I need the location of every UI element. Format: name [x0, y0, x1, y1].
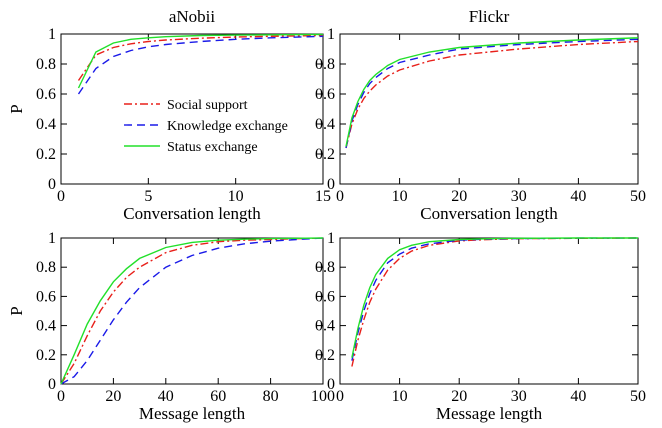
- plot-frame: [60, 33, 324, 185]
- x-tick-label: 10: [228, 188, 244, 205]
- series-line-status-exchange: [345, 37, 639, 147]
- x-tick-label: 0: [57, 188, 65, 205]
- y-tick-label: 0.8: [315, 56, 335, 73]
- y-tick-label: 0.6: [36, 86, 56, 103]
- x-tick-label: 40: [158, 388, 174, 405]
- x-axis-label: Message length: [139, 404, 246, 423]
- x-axis-label: Conversation length: [420, 204, 558, 223]
- y-tick-label: 1: [327, 230, 335, 247]
- legend-label-social-support: Social support: [167, 98, 248, 113]
- series-line-knowledge-exchange: [60, 237, 324, 385]
- y-tick-label: 0: [327, 176, 335, 193]
- x-axis-label: Message length: [436, 404, 543, 423]
- y-tick-label: 0.8: [36, 259, 56, 276]
- series-line-knowledge-exchange: [351, 237, 639, 361]
- x-tick-label: 0: [57, 388, 65, 405]
- series-line-status-exchange: [77, 33, 324, 89]
- y-tick-label: 0.4: [36, 318, 56, 335]
- y-axis-label: P: [7, 104, 26, 113]
- y-tick-label: 0.4: [315, 116, 335, 133]
- series-line-social-support: [60, 237, 324, 385]
- series-line-knowledge-exchange: [77, 35, 324, 95]
- x-tick-label: 15: [315, 188, 331, 205]
- y-tick-label: 0: [327, 376, 335, 393]
- series-line-social-support: [351, 237, 639, 367]
- y-tick-label: 0.6: [315, 86, 335, 103]
- y-axis-label: P: [7, 306, 26, 315]
- y-tick-label: 0.6: [315, 288, 335, 305]
- x-tick-label: 30: [511, 188, 527, 205]
- y-tick-label: 0: [48, 176, 56, 193]
- y-tick-label: 0.2: [36, 146, 56, 163]
- plot-frame: [60, 237, 324, 385]
- plot-frame: [339, 33, 639, 185]
- x-tick-label: 40: [570, 188, 586, 205]
- series-line-status-exchange: [60, 237, 324, 385]
- y-tick-label: 1: [327, 26, 335, 43]
- x-tick-label: 30: [511, 388, 527, 405]
- chart-title: aNobii: [169, 7, 216, 26]
- y-tick-label: 0.8: [315, 259, 335, 276]
- chart-panel-4: 0 10 20 30 40 50 0 0.2 0.4 0.6 0.8 1 Message length: [315, 230, 646, 423]
- x-tick-label: 60: [210, 388, 226, 405]
- series-line-social-support: [345, 40, 639, 149]
- legend-label-knowledge-exchange: Knowledge exchange: [167, 119, 288, 134]
- y-tick-label: 1: [48, 230, 56, 247]
- x-tick-label: 20: [451, 388, 467, 405]
- chart-panel-1: 0 5 10 15 0 0.2 0.4 0.6 0.8 1 aNobii Conversation l…: [7, 7, 331, 223]
- y-tick-label: 0.8: [36, 56, 56, 73]
- x-tick-label: 80: [263, 388, 279, 405]
- y-tick-label: 0.2: [315, 347, 335, 364]
- chart-panel-2: 0 10 20 30 40 50 0 0.2 0.4 0.6 0.8 1 Flickr Conversat…: [315, 7, 646, 223]
- y-tick-label: 0.2: [36, 347, 56, 364]
- x-tick-label: 50: [630, 188, 646, 205]
- y-tick-label: 0.2: [315, 146, 335, 163]
- x-tick-label: 20: [451, 188, 467, 205]
- legend-label-status-exchange: Status exchange: [167, 140, 258, 155]
- legend: Social support Knowledge exchange Status e…: [124, 98, 288, 155]
- series-line-knowledge-exchange: [345, 38, 639, 149]
- x-tick-label: 5: [144, 188, 152, 205]
- x-tick-label: 0: [336, 388, 344, 405]
- x-tick-label: 10: [392, 388, 408, 405]
- x-tick-label: 100: [311, 388, 335, 405]
- x-tick-label: 0: [336, 188, 344, 205]
- y-tick-label: 0.4: [36, 116, 56, 133]
- y-tick-label: 0.4: [315, 318, 335, 335]
- x-axis-label: Conversation length: [123, 204, 261, 223]
- x-tick-label: 10: [392, 188, 408, 205]
- y-tick-label: 0.6: [36, 288, 56, 305]
- plot-frame: [339, 237, 639, 385]
- y-tick-label: 0: [48, 376, 56, 393]
- x-tick-label: 50: [630, 388, 646, 405]
- x-tick-label: 40: [570, 388, 586, 405]
- chart-title: Flickr: [469, 7, 510, 26]
- series-line-status-exchange: [351, 237, 638, 358]
- x-tick-label: 20: [105, 388, 121, 405]
- y-tick-label: 1: [48, 26, 56, 43]
